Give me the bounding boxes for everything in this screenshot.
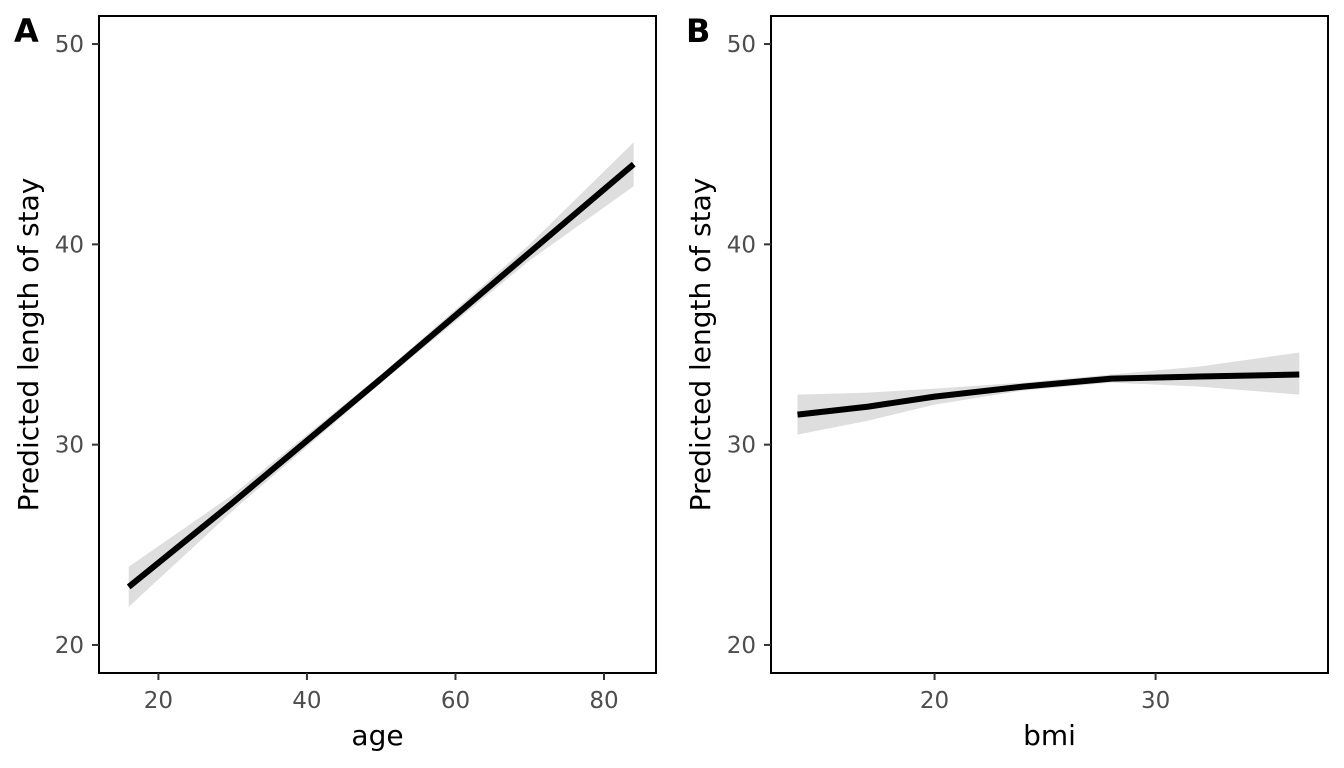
y-tick-label: 20: [55, 633, 84, 659]
y-tick-label: 30: [727, 433, 756, 459]
panel-tag: A: [14, 12, 39, 50]
panel-border: [98, 15, 657, 674]
y-tick-label: 30: [55, 433, 84, 459]
x-tick-label: 40: [292, 688, 321, 714]
panel-border: [770, 15, 1329, 674]
x-axis-title: age: [351, 719, 403, 752]
x-tick-label: 30: [1141, 688, 1170, 714]
y-tick-label: 40: [727, 232, 756, 258]
x-tick-label: 20: [144, 688, 173, 714]
x-tick-label: 80: [589, 688, 618, 714]
y-tick-label: 50: [727, 32, 756, 58]
x-tick-label: 60: [441, 688, 470, 714]
fitted-line: [797, 371, 1300, 418]
panel-a: 20 30 40 50 20 40 60 80 age Predicted length of s…: [12, 12, 657, 752]
y-tick-label: 20: [727, 633, 756, 659]
y-axis-title: Predicted length of stay: [684, 178, 717, 512]
confidence-band: [797, 352, 1300, 435]
x-tick-label: 20: [920, 688, 949, 714]
panel-b: 20 30 40 50 20 30 bmi Predicted length of stay B: [684, 12, 1329, 752]
y-tick-label: 40: [55, 232, 84, 258]
panel-tag: B: [686, 12, 710, 50]
y-axis-title: Predicted length of stay: [12, 178, 45, 512]
fitted-line: [126, 161, 636, 590]
y-tick-label: 50: [55, 32, 84, 58]
x-axis-title: bmi: [1023, 719, 1076, 752]
confidence-band: [128, 142, 634, 607]
